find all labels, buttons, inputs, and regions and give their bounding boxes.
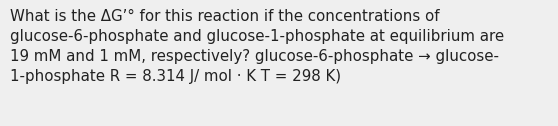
Text: What is the ΔG’° for this reaction if the concentrations of
glucose-6-phosphate : What is the ΔG’° for this reaction if th… xyxy=(10,9,504,84)
